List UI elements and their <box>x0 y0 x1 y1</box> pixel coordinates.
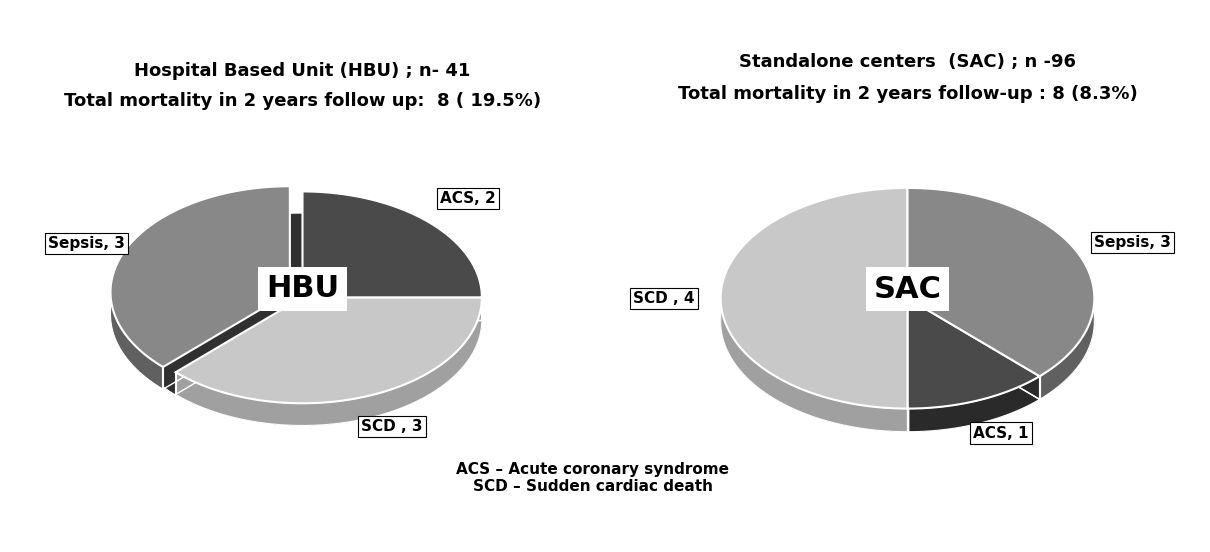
Text: Standalone centers  (SAC) ; n -96: Standalone centers (SAC) ; n -96 <box>739 52 1076 71</box>
Polygon shape <box>1039 299 1094 400</box>
Polygon shape <box>110 293 163 389</box>
Text: ACS – Acute coronary syndrome: ACS – Acute coronary syndrome <box>456 461 730 477</box>
Ellipse shape <box>721 211 1094 432</box>
Text: SAC: SAC <box>874 275 941 304</box>
Text: Total mortality in 2 years follow up:  8 ( 19.5%): Total mortality in 2 years follow up: 8 … <box>64 92 541 110</box>
Text: SCD – Sudden cardiac death: SCD – Sudden cardiac death <box>473 479 713 494</box>
Text: Total mortality in 2 years follow-up : 8 (8.3%): Total mortality in 2 years follow-up : 8… <box>678 84 1137 103</box>
Text: SCD , 3: SCD , 3 <box>362 420 422 434</box>
Text: SCD , 4: SCD , 4 <box>633 291 695 306</box>
Polygon shape <box>175 298 482 404</box>
Polygon shape <box>110 186 290 367</box>
Text: HBU: HBU <box>266 274 339 303</box>
Polygon shape <box>721 300 908 432</box>
Text: Sepsis, 3: Sepsis, 3 <box>48 236 125 251</box>
Text: ACS, 1: ACS, 1 <box>973 426 1028 440</box>
Polygon shape <box>908 188 1094 376</box>
Ellipse shape <box>123 214 482 426</box>
Text: ACS, 2: ACS, 2 <box>440 191 496 206</box>
Text: Hospital Based Unit (HBU) ; n- 41: Hospital Based Unit (HBU) ; n- 41 <box>134 62 471 79</box>
Polygon shape <box>908 376 1039 432</box>
Polygon shape <box>908 298 1039 408</box>
Polygon shape <box>302 192 482 298</box>
Polygon shape <box>175 298 482 426</box>
Text: Sepsis, 3: Sepsis, 3 <box>1094 235 1171 250</box>
Polygon shape <box>721 188 908 408</box>
